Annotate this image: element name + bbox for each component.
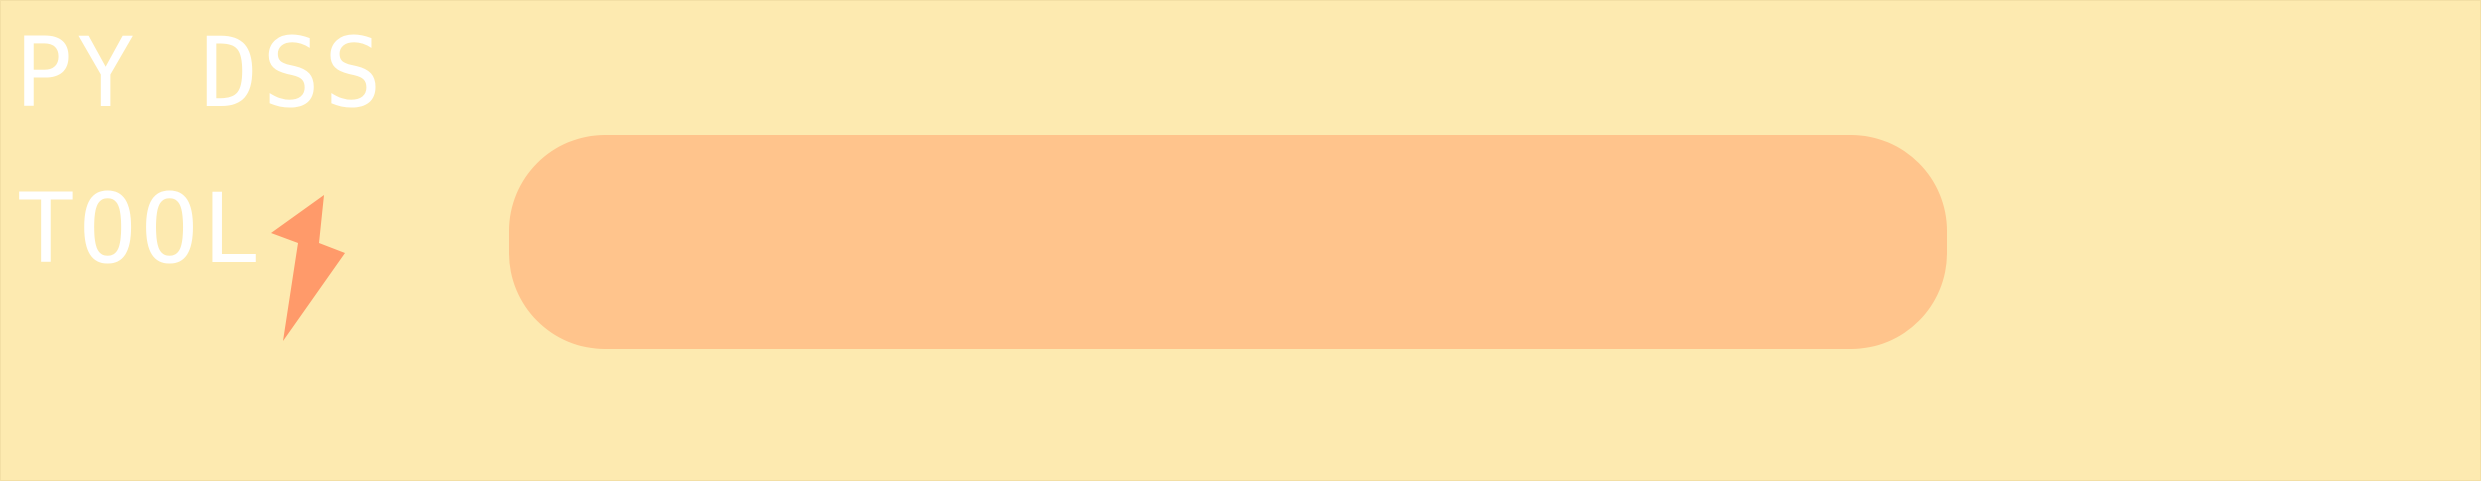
banner-bar xyxy=(509,135,1947,349)
logo-line-1: PY DSS xyxy=(15,17,386,129)
app-logo: PY DSS TOOL xyxy=(7,11,382,341)
logo-line-2: TOOL xyxy=(17,173,265,285)
lightning-bolt-icon xyxy=(271,195,345,341)
